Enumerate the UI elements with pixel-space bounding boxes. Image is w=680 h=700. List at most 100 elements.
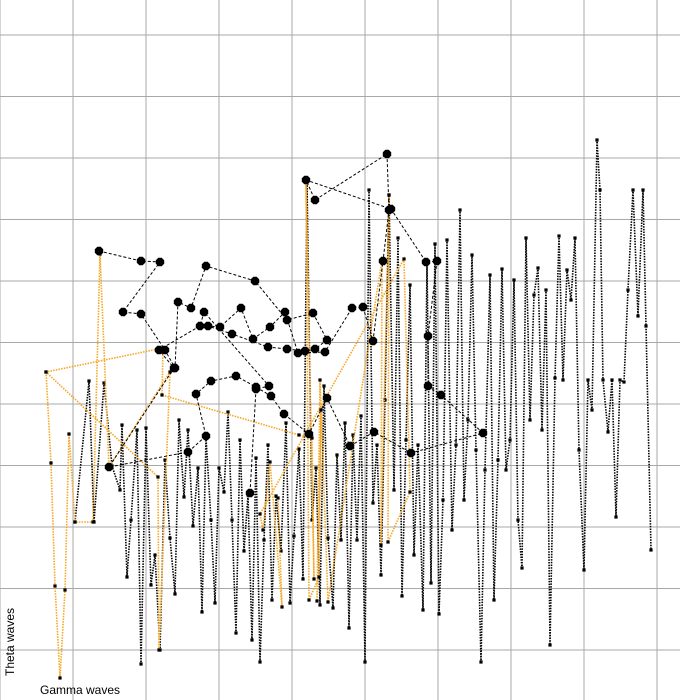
- data-point: [408, 283, 412, 287]
- data-point-large: [250, 276, 260, 286]
- data-point: [135, 428, 139, 432]
- data-point: [217, 466, 221, 470]
- data-point-large: [191, 389, 201, 399]
- data-point: [355, 538, 359, 542]
- data-point-large: [94, 246, 104, 256]
- data-point: [614, 515, 618, 519]
- data-point: [450, 528, 454, 532]
- data-point-large: [154, 345, 164, 355]
- data-point: [367, 188, 371, 192]
- data-point-large: [421, 257, 431, 267]
- data-point: [586, 378, 590, 382]
- series-line: [44, 181, 411, 679]
- data-point-large: [201, 261, 211, 271]
- data-point: [466, 418, 470, 422]
- data-point: [626, 288, 630, 292]
- data-point: [598, 188, 602, 192]
- data-point: [297, 433, 301, 437]
- data-point: [516, 518, 520, 522]
- data-point: [230, 518, 234, 522]
- data-point: [371, 501, 375, 505]
- data-point: [396, 236, 400, 240]
- data-point: [301, 577, 305, 581]
- data-point: [508, 438, 512, 442]
- data-point-large: [322, 393, 332, 403]
- data-point: [335, 453, 339, 457]
- data-point: [191, 524, 195, 528]
- data-point: [258, 660, 262, 664]
- data-point: [433, 242, 437, 246]
- data-point-large: [369, 427, 379, 437]
- data-point: [242, 549, 246, 553]
- data-point: [590, 408, 594, 412]
- data-point-large: [245, 488, 255, 498]
- data-point: [400, 594, 404, 598]
- data-point: [548, 643, 552, 647]
- data-point: [318, 603, 322, 607]
- data-point: [392, 488, 396, 492]
- data-point-large: [432, 256, 442, 266]
- series-2: [94, 149, 488, 498]
- data-point: [182, 495, 186, 499]
- data-point: [168, 370, 172, 374]
- series-1: [44, 180, 412, 680]
- data-point-large: [423, 381, 433, 391]
- data-point-large: [345, 441, 355, 451]
- data-point: [292, 534, 296, 538]
- data-point: [379, 573, 383, 577]
- data-point: [644, 324, 648, 328]
- data-point-large: [136, 256, 146, 266]
- data-point: [474, 448, 478, 452]
- data-point: [254, 456, 258, 460]
- data-point-large: [195, 321, 205, 331]
- data-point: [445, 238, 449, 242]
- data-point-large: [201, 431, 211, 441]
- data-point-large: [248, 334, 258, 344]
- data-point-large: [382, 149, 392, 159]
- data-point-large: [183, 447, 193, 457]
- data-point: [441, 498, 445, 502]
- data-point: [310, 436, 314, 440]
- data-point-large: [227, 329, 237, 339]
- data-point: [618, 378, 622, 382]
- x-axis-label: Gamma waves: [40, 683, 120, 697]
- data-point: [177, 418, 181, 422]
- data-point: [577, 448, 581, 452]
- data-point: [63, 588, 67, 592]
- data-point-large: [293, 348, 303, 358]
- data-point: [532, 293, 536, 297]
- data-point-large: [279, 409, 289, 419]
- data-point: [319, 408, 323, 412]
- data-point: [622, 380, 626, 384]
- data-point-large: [266, 391, 276, 401]
- data-point: [200, 610, 204, 614]
- data-point: [196, 466, 200, 470]
- data-point: [437, 612, 441, 616]
- data-point: [544, 288, 548, 292]
- data-point-large: [206, 376, 216, 386]
- data-point: [163, 458, 167, 462]
- data-point: [186, 428, 190, 432]
- data-point: [351, 433, 355, 437]
- data-point-large: [423, 331, 433, 341]
- data-point: [268, 460, 272, 464]
- data-point-large: [104, 462, 114, 472]
- data-point: [386, 540, 390, 544]
- data-point-large: [265, 322, 275, 332]
- data-point-large: [310, 195, 320, 205]
- data-point: [307, 598, 311, 602]
- data-point-large: [236, 303, 246, 313]
- data-point: [44, 370, 48, 374]
- y-axis-label: Theta waves: [3, 608, 17, 676]
- data-point: [297, 447, 301, 451]
- data-point: [500, 267, 504, 271]
- data-point-large: [251, 384, 261, 394]
- data-point-large: [320, 347, 330, 357]
- data-point: [312, 577, 316, 581]
- data-point: [565, 268, 569, 272]
- data-point: [610, 378, 614, 382]
- data-point: [274, 494, 278, 498]
- data-point-large: [406, 448, 416, 458]
